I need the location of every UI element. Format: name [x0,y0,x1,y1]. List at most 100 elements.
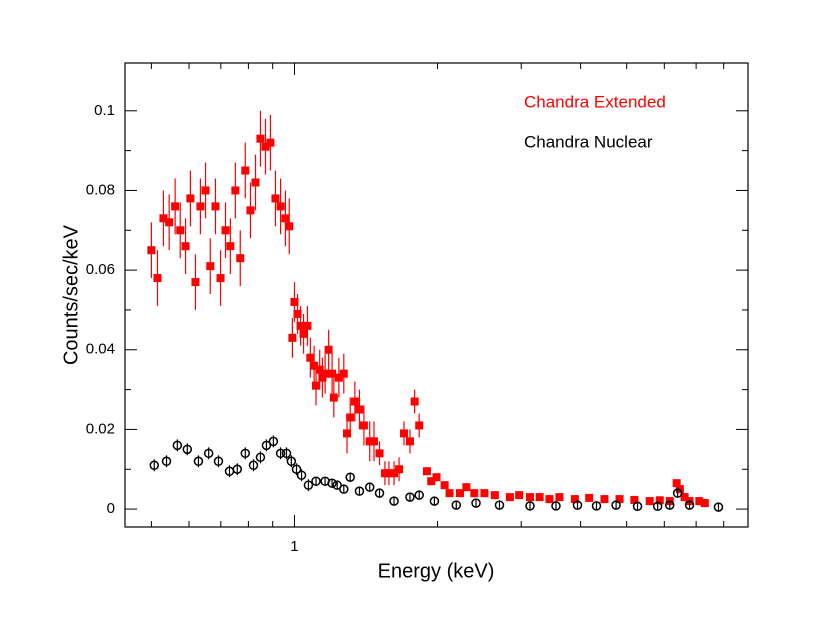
data-point [324,345,333,354]
data-point [291,464,302,474]
data-point [345,472,355,482]
y-tick-label: 0.06 [86,261,115,278]
data-point [290,297,299,306]
data-point [240,448,251,459]
data-point [615,495,624,504]
data-point [414,490,424,500]
data-point [630,495,639,504]
data-point [572,500,583,510]
data-point [299,329,308,338]
data-point [266,138,275,147]
data-point [525,493,534,502]
data-point [271,194,280,203]
data-point [211,202,220,211]
data-point [505,493,514,502]
data-point [611,500,621,510]
data-point [221,226,230,235]
data-point [680,493,689,502]
legend-entry: Chandra Nuclear [524,132,653,151]
data-point [422,467,431,476]
data-point [172,440,183,451]
data-point [375,449,384,458]
data-point [213,456,224,467]
data-point [515,491,524,500]
data-point [395,465,404,474]
data-point [655,496,664,505]
data-point [203,448,214,459]
data-point [645,497,654,506]
data-point [329,393,338,402]
data-point [374,488,385,498]
data-point [591,501,602,511]
data-point [159,214,168,223]
data-point [456,489,465,498]
data-point [311,476,321,486]
data-point [231,186,240,195]
data-point [288,333,297,342]
data-point [555,493,564,502]
data-point [226,242,235,251]
data-point [525,501,535,511]
data-point [196,202,205,211]
data-point [451,500,462,510]
data-point [632,501,643,512]
data-point [181,242,190,251]
data-point [310,361,319,370]
x-tick-label: 1 [290,538,298,555]
data-point [165,218,174,227]
data-point [672,488,683,498]
data-point [535,493,544,502]
data-point [343,429,352,438]
data-point [369,437,378,446]
data-point [147,246,156,255]
legend-entry: Chandra Extended [524,92,666,111]
data-point [432,473,441,482]
data-point [149,460,160,471]
data-point [600,495,609,504]
data-point [216,274,225,283]
data-point [700,499,709,508]
data-point [346,413,355,422]
data-point [415,421,424,430]
data-point [339,369,348,378]
y-axis-label: Counts/sec/keV [60,224,82,365]
y-tick-label: 0 [107,500,115,517]
data-point [713,502,724,512]
data-point [440,481,449,490]
data-point [303,480,314,490]
data-point [251,178,260,187]
data-point [261,440,272,451]
data-point [390,469,399,478]
data-point [171,202,180,211]
data-point [268,436,279,447]
data-point [339,484,349,494]
data-point [248,460,259,471]
data-point [232,464,243,474]
data-point [327,478,337,488]
data-point [246,206,255,215]
data-point [389,496,399,506]
data-point [261,142,270,151]
data-point [470,489,479,498]
plot-frame [124,62,749,528]
data-point [206,262,215,271]
data-point [445,489,454,498]
data-point [153,274,162,283]
data-point [281,448,292,459]
data-point [350,397,359,406]
data-point [275,448,286,459]
data-point [672,479,681,488]
data-point [193,456,204,467]
data-point [494,500,505,510]
data-point [462,483,471,492]
data-point [256,134,265,143]
data-point [490,491,499,500]
data-point [303,321,312,330]
data-point [296,470,307,480]
data-point [354,486,365,496]
data-point [365,437,374,446]
data-point [191,278,200,287]
data-point [293,309,302,318]
data-point [684,500,695,510]
